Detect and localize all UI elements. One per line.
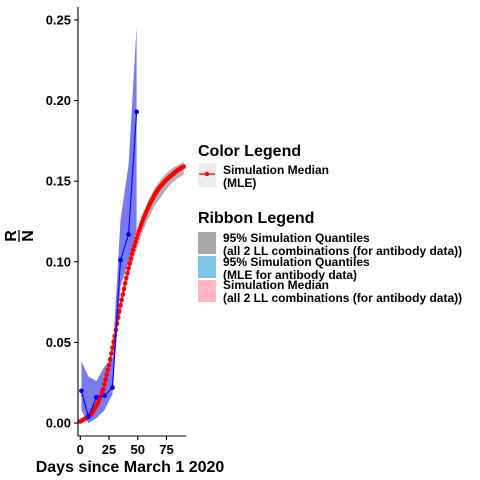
simulation-median-point bbox=[109, 351, 114, 356]
ribbon-legend-label-median-all-line1: Simulation Median bbox=[223, 278, 329, 292]
ribbon-legend-label-quantiles-all-line1: 95% Simulation Quantiles bbox=[223, 231, 370, 245]
x-tick-label: 75 bbox=[159, 442, 173, 457]
simulation-median-point bbox=[129, 251, 135, 257]
x-tick-label: 25 bbox=[102, 442, 116, 457]
ribbon-legend-label-quantiles-mle: 95% Simulation Quantiles (MLE for antibo… bbox=[223, 255, 373, 282]
simulation-median-point bbox=[117, 309, 122, 314]
ribbon-legend-label-median-all: Simulation Median (all 2 LL combinations… bbox=[223, 278, 462, 305]
ribbon-legend-label-quantiles-mle-line1: 95% Simulation Quantiles bbox=[223, 255, 370, 269]
simulation-median-point bbox=[110, 345, 115, 350]
y-tick-label: 0.20 bbox=[46, 93, 71, 108]
color-legend-label-line1: Simulation Median bbox=[223, 163, 329, 177]
simulation-median-point bbox=[120, 292, 126, 297]
simulation-median-point bbox=[105, 367, 111, 373]
color-legend: Color Legend Simulation Median (MLE) bbox=[198, 143, 332, 190]
simulation-median-point bbox=[181, 164, 186, 169]
color-legend-key-point bbox=[204, 171, 210, 177]
ribbon-legend-label-quantiles-all: 95% Simulation Quantiles (all 2 LL combi… bbox=[223, 231, 462, 258]
simulation-median-point bbox=[123, 275, 129, 281]
simulation-median-point bbox=[100, 386, 106, 392]
simulation-median-point bbox=[128, 256, 134, 261]
simulation-median-point bbox=[133, 239, 138, 245]
simulation-median-point bbox=[122, 281, 128, 286]
simulation-median-point bbox=[103, 377, 108, 382]
ribbon-legend-title: Ribbon Legend bbox=[198, 210, 314, 227]
ribbon-legend-swatch-quantiles-mle bbox=[198, 256, 216, 278]
observed-point bbox=[134, 109, 140, 115]
simulation-median-point bbox=[118, 303, 123, 308]
ribbon-legend-swatch-quantiles-all bbox=[198, 232, 216, 254]
y-tick-label: 0.10 bbox=[46, 254, 71, 269]
simulation-median-point bbox=[102, 382, 107, 387]
axes: 0.00 0.05 0.10 0.15 0.20 0.25 0 25 50 75 bbox=[46, 7, 186, 457]
observed-point bbox=[93, 394, 99, 400]
simulation-median-point bbox=[126, 265, 131, 271]
ribbon-legend-label-quantiles-mle-line2: (MLE for antibody data) bbox=[223, 268, 357, 282]
simulation-median-point bbox=[130, 247, 136, 253]
simulation-median-point bbox=[106, 362, 112, 368]
ribbon-legend-swatch-median-all bbox=[198, 280, 216, 302]
x-axis-title: Days since March 1 2020 bbox=[36, 459, 225, 476]
simulation-median-point bbox=[134, 235, 139, 241]
observed-point bbox=[110, 385, 115, 391]
y-tick-label: 0.05 bbox=[46, 335, 71, 350]
y-axis-title-denominator: N bbox=[20, 230, 37, 242]
x-tick-label: 50 bbox=[131, 442, 145, 457]
color-legend-label: Simulation Median (MLE) bbox=[223, 163, 332, 190]
simulation-median-point bbox=[107, 356, 113, 362]
observed-point bbox=[85, 414, 91, 420]
y-tick-label: 0.25 bbox=[46, 12, 71, 27]
observed-line bbox=[80, 111, 138, 419]
simulation-median-point bbox=[127, 261, 132, 266]
ribbon-legend: Ribbon Legend 95% Simulation Quantiles (… bbox=[198, 210, 462, 305]
simulation-median-point bbox=[112, 333, 118, 339]
simulation-median-point bbox=[132, 243, 137, 249]
ribbon-legend-label-median-all-line2: (all 2 LL combinations (for antibody dat… bbox=[223, 291, 462, 305]
ribbon-legend-label-quantiles-all-line2: (all 2 LL combinations (for antibody dat… bbox=[223, 244, 462, 258]
simulation-median-point bbox=[121, 286, 127, 292]
observed-point bbox=[118, 257, 123, 263]
observed-point bbox=[126, 232, 131, 237]
y-tick-label: 0.00 bbox=[46, 416, 71, 431]
y-tick-label: 0.15 bbox=[46, 174, 71, 189]
y-axis-title: R N bbox=[3, 230, 37, 242]
y-axis-title-numerator: R bbox=[3, 230, 20, 242]
color-legend-label-line2: (MLE) bbox=[223, 176, 256, 190]
observed-ribbon bbox=[81, 26, 137, 424]
color-legend-title: Color Legend bbox=[198, 143, 301, 160]
simulation-median-point bbox=[119, 297, 124, 303]
observed-point bbox=[79, 388, 84, 394]
simulation-median-point bbox=[125, 270, 130, 276]
plot-area bbox=[78, 26, 186, 424]
simulation-median-point bbox=[104, 372, 110, 378]
x-tick-label: 0 bbox=[77, 442, 84, 457]
observed-point bbox=[102, 393, 107, 399]
